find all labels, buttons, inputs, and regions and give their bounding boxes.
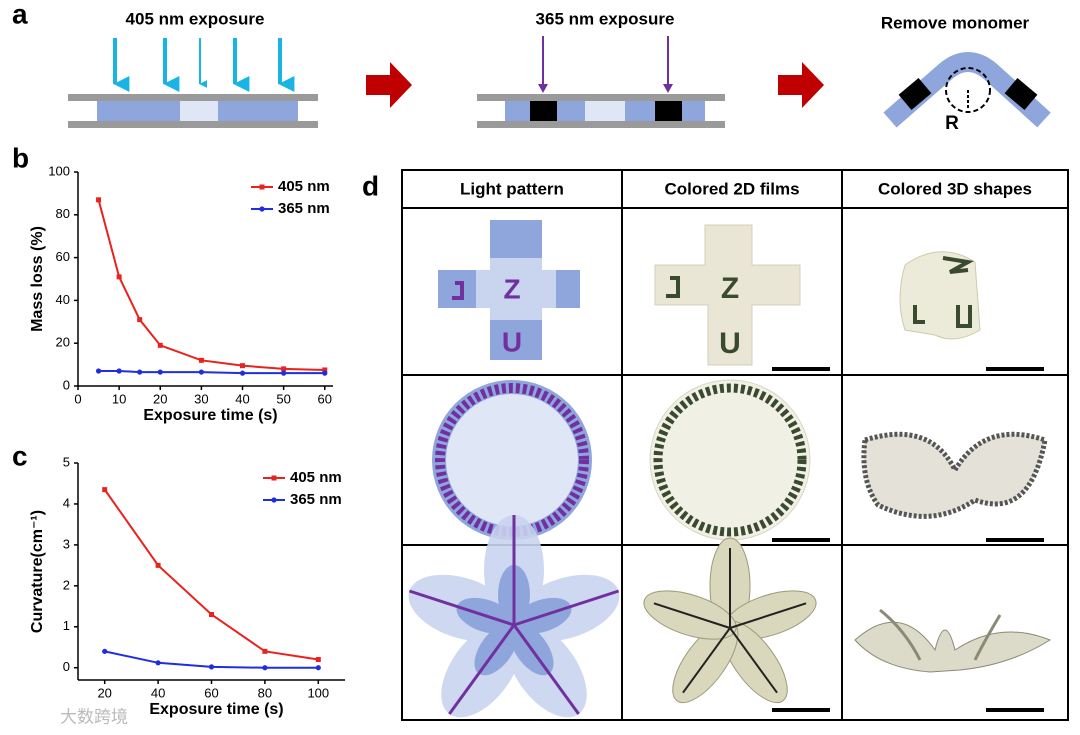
y-tick-label: 100 xyxy=(48,163,70,178)
y-tick-label: 1 xyxy=(63,618,70,633)
arrow xyxy=(778,62,824,108)
legend-marker xyxy=(271,497,277,503)
marker xyxy=(157,369,163,375)
marker xyxy=(157,342,163,348)
marker xyxy=(198,369,204,375)
watermark: 大数跨境 xyxy=(60,707,128,726)
y-tick-label: 20 xyxy=(56,335,70,350)
legend-marker xyxy=(259,184,265,190)
svg-text:Z: Z xyxy=(721,272,739,305)
y-tick-label: 0 xyxy=(63,659,70,674)
y-tick-label: 40 xyxy=(56,292,70,307)
marker xyxy=(239,370,246,376)
ring-film xyxy=(649,379,830,542)
legend-label: 365 nm xyxy=(290,491,342,508)
column-header: Light pattern xyxy=(460,179,564,198)
panel-label: c xyxy=(12,440,28,471)
y-tick-label: 2 xyxy=(63,577,70,592)
x-tick-label: 40 xyxy=(235,391,249,406)
marker xyxy=(155,660,161,666)
ring-pattern xyxy=(432,380,592,540)
x-axis-label: Exposure time (s) xyxy=(143,407,277,424)
series-line xyxy=(103,489,319,661)
svg-text:U: U xyxy=(719,327,741,360)
step-title: 365 nm exposure xyxy=(536,9,675,28)
legend-marker xyxy=(259,206,265,212)
panel-label: b xyxy=(12,142,29,173)
marker xyxy=(240,363,246,369)
pattern-letter: Z xyxy=(503,273,520,304)
cross-film: Z U xyxy=(654,224,830,371)
step-title: Remove monomer xyxy=(881,13,1030,32)
x-tick-label: 20 xyxy=(153,391,167,406)
marker xyxy=(137,369,143,375)
legend-label: 405 nm xyxy=(290,469,342,486)
marker xyxy=(102,648,108,654)
marker xyxy=(155,562,161,568)
flower-film xyxy=(643,537,817,704)
cross-pattern: Z U xyxy=(438,220,580,360)
stage-3: R xyxy=(883,52,1051,134)
pattern-letter: U xyxy=(502,326,522,357)
x-axis-label: Exposure time (s) xyxy=(149,701,283,718)
x-tick-label: 20 xyxy=(97,685,111,700)
marker xyxy=(102,487,108,493)
y-tick-label: 4 xyxy=(63,495,70,510)
y-axis-label: Curvature(cm⁻¹) xyxy=(29,510,46,633)
y-tick-label: 5 xyxy=(63,454,70,469)
arrow xyxy=(366,62,412,108)
table: Light pattern Colored 2D films Colored 3… xyxy=(401,169,1069,721)
stage-2 xyxy=(477,36,725,128)
marker xyxy=(315,657,321,663)
radius-label: R xyxy=(945,113,959,134)
marker xyxy=(96,197,102,203)
step-title: 405 nm exposure xyxy=(126,9,265,28)
marker xyxy=(322,367,328,373)
marker xyxy=(116,274,122,280)
marker xyxy=(262,665,268,671)
flower-shape xyxy=(854,608,1052,712)
marker xyxy=(281,370,287,376)
cube-shape xyxy=(899,251,1044,371)
panel-label: a xyxy=(12,0,28,29)
marker xyxy=(281,366,287,372)
stage-1 xyxy=(68,38,318,128)
x-tick-label: 50 xyxy=(276,391,290,406)
marker xyxy=(322,370,328,376)
legend-marker xyxy=(271,475,277,481)
x-tick-label: 10 xyxy=(112,391,126,406)
x-tick-label: 40 xyxy=(151,685,165,700)
series-line xyxy=(97,199,325,371)
legend-label: 365 nm xyxy=(278,200,330,217)
marker xyxy=(116,368,122,374)
series-line xyxy=(98,370,325,375)
scheme: 405 nm exposure 365 nm exposure Remove m… xyxy=(68,9,1051,134)
marker xyxy=(315,665,321,671)
saddle-shape xyxy=(861,431,1048,542)
x-tick-label: 60 xyxy=(204,685,218,700)
panel-label: d xyxy=(362,170,379,201)
y-tick-label: 0 xyxy=(63,377,70,392)
flower-pattern xyxy=(408,515,620,718)
x-tick-label: 80 xyxy=(258,685,272,700)
marker xyxy=(198,357,204,363)
y-axis-label: Mass loss (%) xyxy=(29,226,46,332)
marker xyxy=(209,611,214,617)
column-header: Colored 3D shapes xyxy=(878,179,1032,198)
marker xyxy=(208,664,215,670)
x-tick-label: 0 xyxy=(74,391,81,406)
marker xyxy=(137,317,143,323)
marker xyxy=(262,648,268,654)
marker xyxy=(95,368,102,374)
y-tick-label: 60 xyxy=(56,249,70,264)
x-tick-label: 60 xyxy=(318,391,332,406)
y-tick-label: 80 xyxy=(56,206,70,221)
column-header: Colored 2D films xyxy=(664,179,799,198)
y-tick-label: 3 xyxy=(63,536,70,551)
legend-label: 405 nm xyxy=(278,178,330,195)
x-tick-label: 100 xyxy=(307,685,329,700)
x-tick-label: 30 xyxy=(194,391,208,406)
